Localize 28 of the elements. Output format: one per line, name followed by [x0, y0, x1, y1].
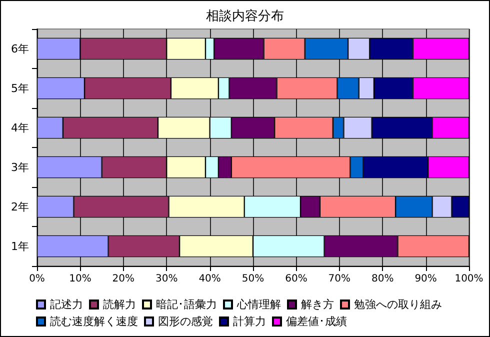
legend-label: 勉強への取り組み [354, 298, 442, 311]
x-tick-label: 80% [371, 274, 394, 284]
x-tick-label: 90% [414, 274, 437, 284]
y-tick-label: 6年 [11, 42, 29, 56]
legend-label: 読む速度解く速度 [50, 315, 138, 328]
chart-title: 相談内容分布 [206, 8, 284, 24]
legend-label: 偏差値･成績 [286, 315, 347, 328]
y-tick-label: 2年 [11, 200, 29, 214]
x-tick-label: 20% [112, 274, 135, 284]
x-tick-label: 50% [242, 274, 264, 284]
legend-label: 計算力 [233, 315, 266, 328]
legend-label: 解き方 [301, 298, 334, 311]
x-tick-label: 0% [29, 274, 45, 284]
legend-label: 心情理解 [236, 298, 281, 311]
legend-label: 記述力 [50, 298, 83, 311]
x-tick-label: 10% [69, 274, 92, 284]
y-tick-label: 4年 [11, 121, 29, 134]
x-tick-label: 60% [285, 274, 308, 284]
x-tick-label: 30% [155, 274, 178, 284]
y-tick-label: 1年 [11, 240, 29, 253]
y-tick-label: 3年 [11, 160, 29, 174]
x-tick-label: 100% [454, 274, 484, 284]
legend-label: 読解力 [103, 298, 136, 311]
x-tick-label: 40% [198, 274, 221, 284]
legend-label: 暗記･語彙力 [156, 298, 217, 311]
legend-label: 図形の感覚 [158, 315, 213, 328]
x-tick-label: 70% [328, 274, 351, 284]
y-tick-label: 5年 [11, 82, 29, 95]
